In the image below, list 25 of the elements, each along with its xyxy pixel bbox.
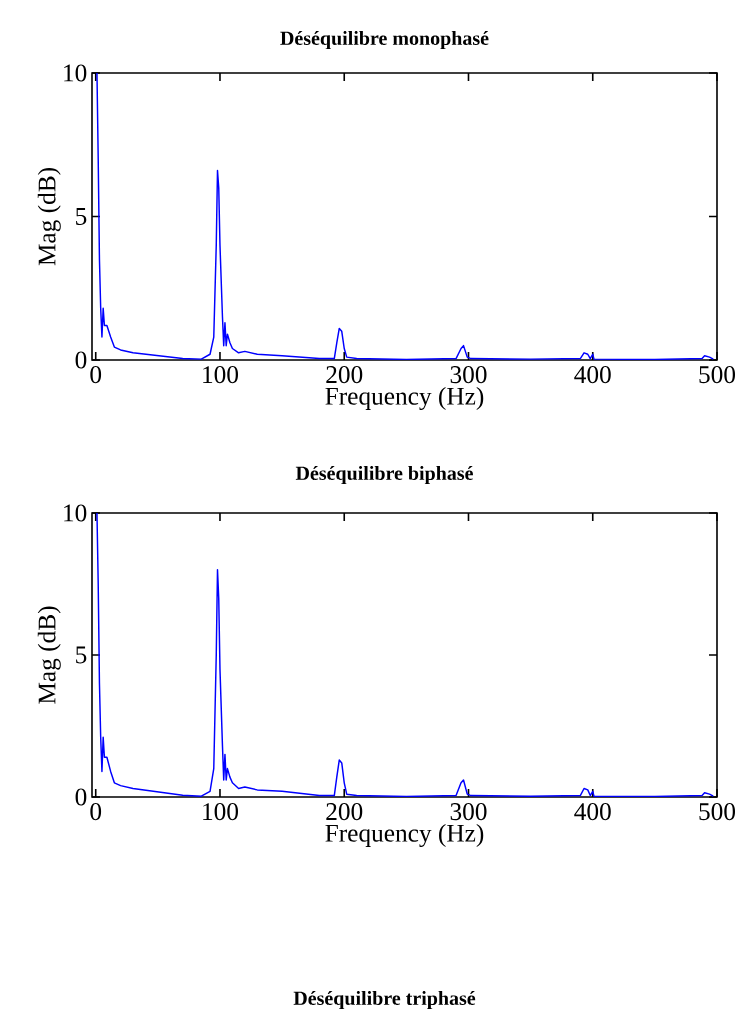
x-axis-title: Frequency (Hz) [325, 386, 484, 410]
chart-title: Déséquilibre monophasé [280, 30, 489, 50]
y-axis-title: Mag (dB) [37, 168, 61, 266]
x-tick-label: 100 [203, 366, 238, 384]
y-tick-label: 10 [64, 64, 87, 82]
text: Déséquilibre triphasé [293, 990, 476, 1010]
x-tick-label: 200 [326, 803, 363, 821]
x-tick-label: 0 [90, 803, 102, 821]
chart-title: Déséquilibre biphasé [295, 465, 473, 485]
x-axis-title: Frequency (Hz) [325, 823, 484, 847]
x-tick-label: 200 [326, 366, 363, 384]
x-tick-label: 500 [699, 803, 736, 821]
x-tick-label: 100 [203, 803, 238, 821]
x-tick-label: 400 [574, 366, 611, 384]
x-tick-label: 400 [574, 803, 611, 821]
y-tick-label: 10 [64, 504, 87, 522]
y-tick-label: 0 [75, 788, 87, 806]
y-tick-label: 5 [76, 646, 87, 664]
x-tick-label: 500 [699, 366, 736, 384]
y-tick-label: 0 [75, 351, 87, 369]
y-axis-title: Mag (dB) [37, 606, 61, 704]
x-tick-label: 300 [450, 366, 487, 384]
x-tick-label: 0 [90, 366, 102, 384]
x-tick-label: 300 [450, 803, 487, 821]
y-tick-label: 5 [76, 208, 87, 225]
